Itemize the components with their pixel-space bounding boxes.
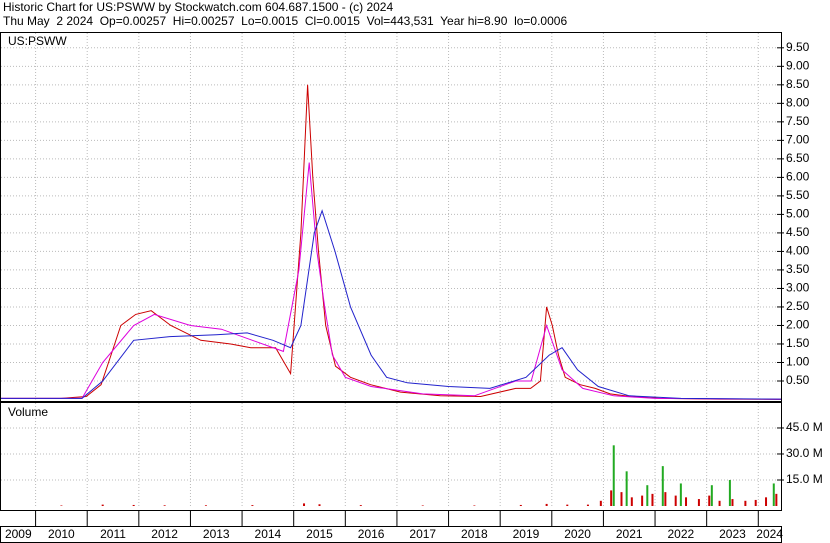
y-tick-label: 9.50 bbox=[786, 40, 810, 54]
x-tick-label: 2015 bbox=[306, 527, 333, 541]
volume-bar bbox=[772, 483, 775, 506]
y-tick-label: 3.50 bbox=[786, 262, 810, 276]
volume-bar bbox=[731, 499, 734, 506]
y-tick-label: 4.00 bbox=[786, 244, 810, 258]
price-line bbox=[1, 162, 782, 400]
volume-bar bbox=[566, 504, 569, 506]
x-tick-label: 2016 bbox=[358, 527, 385, 541]
volume-bar bbox=[101, 504, 104, 506]
volume-bar bbox=[519, 504, 522, 506]
x-tick-label: 2022 bbox=[668, 527, 695, 541]
x-tick-label: 2009 bbox=[5, 527, 32, 541]
volume-bar bbox=[586, 504, 589, 506]
volume-bar bbox=[744, 500, 747, 506]
y-tick-label: 1.50 bbox=[786, 336, 810, 350]
y-tick-label: 45.0 M bbox=[786, 420, 823, 434]
y-tick-label: 0.50 bbox=[786, 373, 810, 387]
x-tick-label: 2020 bbox=[564, 527, 591, 541]
volume-bar bbox=[204, 505, 207, 506]
x-tick-label: 2018 bbox=[461, 527, 488, 541]
volume-bar bbox=[303, 503, 306, 506]
volume-panel bbox=[0, 402, 782, 511]
y-tick-label: 2.00 bbox=[786, 318, 810, 332]
volume-bar bbox=[674, 495, 677, 506]
volume-bar bbox=[679, 483, 682, 506]
volume-bar bbox=[359, 505, 362, 506]
y-tick-label: 6.00 bbox=[786, 170, 810, 184]
volume-bar bbox=[625, 471, 628, 506]
volume-bar bbox=[318, 504, 321, 506]
volume-bar bbox=[754, 499, 757, 506]
x-tick-label: 2023 bbox=[719, 527, 746, 541]
volume-bar bbox=[132, 504, 135, 506]
volume-bar bbox=[473, 505, 476, 506]
volume-label: Volume bbox=[8, 405, 48, 419]
x-tick-label: 2021 bbox=[616, 527, 643, 541]
y-tick-label: 2.50 bbox=[786, 299, 810, 313]
y-tick-label: 6.50 bbox=[786, 151, 810, 165]
volume-bar bbox=[630, 497, 633, 506]
y-tick-label: 8.50 bbox=[786, 77, 810, 91]
volume-bar bbox=[664, 492, 667, 506]
y-tick-label: 5.00 bbox=[786, 207, 810, 221]
volume-bar bbox=[612, 445, 615, 506]
volume-bar bbox=[728, 479, 731, 506]
x-tick-label: 2012 bbox=[151, 527, 178, 541]
volume-bar bbox=[765, 497, 768, 506]
volume-bar bbox=[421, 505, 424, 506]
y-tick-label: 7.00 bbox=[786, 133, 810, 147]
y-tick-label: 7.50 bbox=[786, 114, 810, 128]
volume-bar bbox=[251, 505, 254, 506]
y-tick-label: 8.00 bbox=[786, 96, 810, 110]
symbol-label: US:PSWW bbox=[8, 34, 67, 48]
x-tick-label: 2024 bbox=[756, 527, 783, 541]
volume-bar bbox=[545, 503, 548, 506]
volume-bar bbox=[661, 466, 664, 506]
volume-bar bbox=[710, 485, 713, 506]
x-tick-label: 2010 bbox=[48, 527, 75, 541]
y-tick-label: 9.00 bbox=[786, 58, 810, 72]
volume-bar bbox=[620, 492, 623, 506]
volume-bar bbox=[646, 485, 649, 506]
volume-bar bbox=[697, 499, 700, 506]
x-tick-label: 2011 bbox=[100, 527, 126, 541]
x-tick-label: 2013 bbox=[203, 527, 230, 541]
volume-bar bbox=[163, 505, 166, 506]
header-quote: Thu May 2 2024 Op=0.00257 Hi=0.00257 Lo=… bbox=[3, 14, 567, 28]
x-tick-label: 2014 bbox=[255, 527, 282, 541]
y-tick-label: 15.0 M bbox=[786, 472, 823, 486]
price-panel bbox=[0, 32, 782, 402]
y-tick-label: 1.00 bbox=[786, 355, 810, 369]
volume-bar bbox=[708, 495, 711, 506]
price-line bbox=[1, 209, 782, 400]
volume-bar bbox=[641, 495, 644, 506]
volume-bar bbox=[775, 493, 778, 506]
volume-bar bbox=[610, 490, 613, 506]
volume-bar bbox=[718, 500, 721, 506]
y-tick-label: 3.00 bbox=[786, 281, 810, 295]
y-tick-label: 5.50 bbox=[786, 188, 810, 202]
x-tick-label: 2019 bbox=[513, 527, 540, 541]
volume-bar bbox=[685, 497, 688, 506]
y-tick-label: 30.0 M bbox=[786, 446, 823, 460]
y-tick-label: 4.50 bbox=[786, 225, 810, 239]
header-title: Historic Chart for US:PSWW by Stockwatch… bbox=[3, 0, 393, 14]
volume-bar bbox=[599, 500, 602, 506]
volume-bar bbox=[651, 493, 654, 506]
volume-bar bbox=[60, 505, 63, 506]
x-tick-label: 2017 bbox=[409, 527, 436, 541]
